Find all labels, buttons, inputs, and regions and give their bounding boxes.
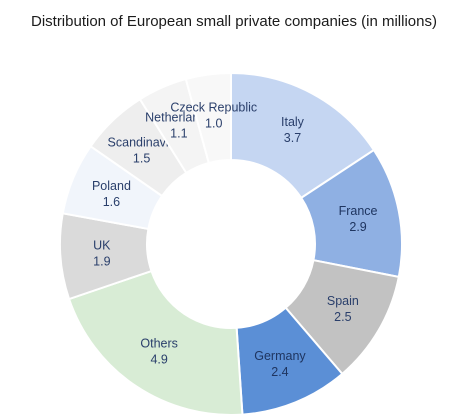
- slice-label-czeck-republic: Czeck Republic: [170, 101, 257, 115]
- slice-value-spain: 2.5: [334, 310, 351, 324]
- slice-value-germany: 2.4: [271, 365, 288, 379]
- slice-label-scandinavia: Scandinavia: [108, 135, 176, 149]
- slice-value-others: 4.9: [150, 353, 167, 367]
- slice-value-france: 2.9: [349, 220, 366, 234]
- slice-italy: [230, 71, 376, 200]
- slice-value-uk: 1.9: [93, 255, 110, 269]
- slice-label-france: France: [339, 204, 378, 218]
- slice-label-poland: Poland: [92, 179, 131, 193]
- chart-title: Distribution of European small private c…: [30, 13, 437, 30]
- slice-czeck-republic: [184, 71, 232, 165]
- slice-label-others: Others: [140, 337, 178, 351]
- slice-value-netherlands: 1.1: [170, 126, 187, 140]
- slice-label-spain: Spain: [327, 294, 359, 308]
- slice-label-germany: Germany: [254, 349, 306, 363]
- slice-label-italy: Italy: [281, 115, 305, 129]
- slice-value-scandinavia: 1.5: [133, 151, 150, 165]
- slice-others: [67, 269, 244, 416]
- slice-label-uk: UK: [93, 239, 111, 253]
- slice-value-poland: 1.6: [103, 195, 120, 209]
- slice-value-czeck-republic: 1.0: [205, 117, 222, 131]
- slice-value-italy: 3.7: [284, 131, 301, 145]
